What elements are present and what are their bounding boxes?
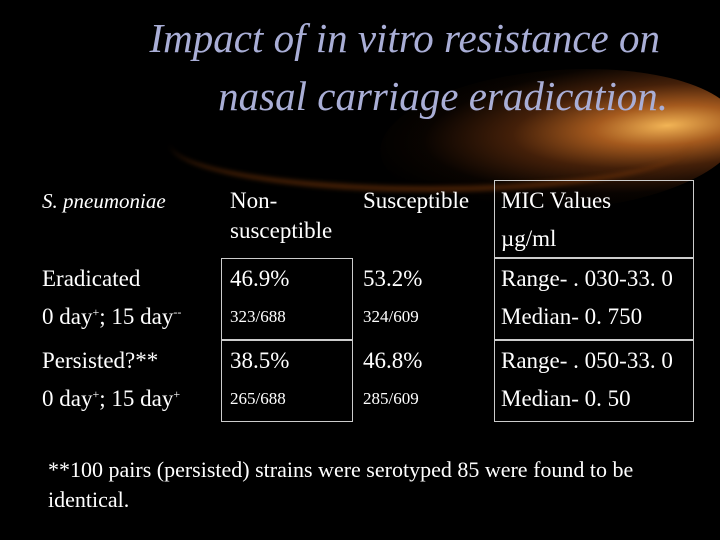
header-nonsusceptible-line-2: susceptible (230, 218, 333, 243)
mic-header-border (494, 180, 694, 258)
cell-border-mic-2 (494, 340, 694, 422)
row-eradicated-label: Eradicated (42, 266, 141, 291)
row-persisted-susceptible-percent: 46.8% (363, 348, 423, 373)
swoosh-decoration (170, 96, 690, 192)
row-eradicated-nonsusceptible-fraction: 323/688 (230, 307, 286, 326)
cell-border-nonsusceptible-1 (221, 258, 353, 340)
row-persisted-mic-median: Median- 0. 50 (501, 386, 631, 411)
row-persisted-timepoints: 0 day+; 15 day+ (42, 386, 181, 411)
header-susceptible: Susceptible (363, 188, 470, 213)
header-nonsusceptible-line-1: Non- (230, 188, 278, 213)
row-eradicated-timepoints: 0 day+; 15 day-- (42, 304, 182, 329)
cell-border-mic-1 (494, 258, 694, 340)
row-eradicated-susceptible-fraction: 324/609 (363, 307, 419, 326)
header-mic-units: µg/ml (501, 226, 557, 251)
row-eradicated-nonsusceptible-percent: 46.9% (230, 266, 290, 291)
footnote: **100 pairs (persisted) strains were ser… (48, 457, 634, 512)
cell-border-nonsusceptible-2 (221, 340, 353, 422)
row-persisted-nonsusceptible-percent: 38.5% (230, 348, 290, 373)
slide-title-line-1: Impact of in vitro resistance on (149, 15, 660, 61)
header-organism: S. pneumoniae (42, 189, 166, 213)
row-eradicated-mic-median: Median- 0. 750 (501, 304, 643, 329)
row-persisted-susceptible-fraction: 285/609 (363, 389, 419, 408)
row-persisted-nonsusceptible-fraction: 265/688 (230, 389, 286, 408)
row-persisted-label: Persisted?** (42, 348, 159, 373)
row-eradicated-mic-range: Range- . 030-33. 0 (501, 266, 673, 291)
header-mic-values: MIC Values (501, 188, 612, 213)
row-persisted-mic-range: Range- . 050-33. 0 (501, 348, 673, 373)
row-eradicated-susceptible-percent: 53.2% (363, 266, 423, 291)
slide-title-line-2: nasal carriage eradication. (218, 73, 668, 119)
